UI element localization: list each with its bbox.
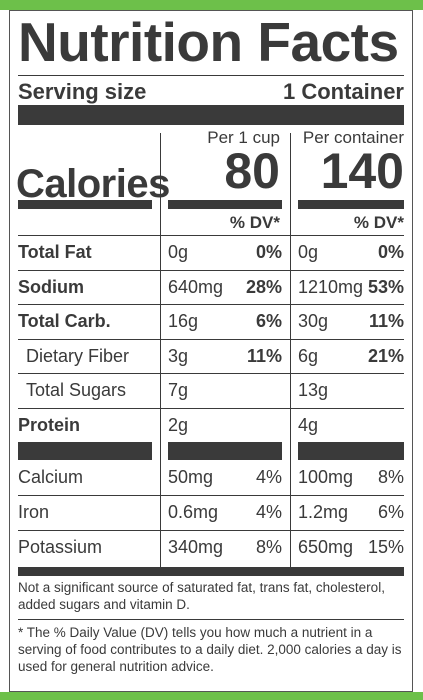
nutrition-facts-panel: Nutrition Facts Serving size 1 Container… xyxy=(9,10,413,692)
dv-per-container: 53% xyxy=(367,276,404,297)
amount-per-container: 30g xyxy=(298,311,329,331)
dv-per-container: 6% xyxy=(377,502,404,522)
panel-title: Nutrition Facts xyxy=(18,11,399,73)
calories-per-cup: 80 xyxy=(224,143,280,199)
calories-rule-mid xyxy=(168,200,282,209)
nutrient-row: Iron 0.6mg 4% 1.2mg 6% xyxy=(10,495,412,529)
amount-per-cup: 7g xyxy=(168,380,189,400)
nutrient-row: Calcium 50mg 4% 100mg 8% xyxy=(10,460,412,494)
dv-per-cup: 0% xyxy=(255,242,282,262)
serving-thick-rule xyxy=(18,105,404,125)
dv-per-cup: 4% xyxy=(255,502,282,522)
nutrient-name: Iron xyxy=(18,502,50,522)
dv-per-container: 21% xyxy=(367,345,404,366)
column-divider-right xyxy=(290,133,291,569)
dv-per-container: 8% xyxy=(377,467,404,487)
row-divider xyxy=(18,495,404,496)
nutrient-name: Total Sugars xyxy=(26,380,127,400)
serving-size-value: 1 Container xyxy=(282,79,404,104)
nutrient-row: Potassium 340mg 8% 650mg 15% xyxy=(10,530,412,564)
amount-per-container: 0g xyxy=(298,242,319,262)
column-divider-left xyxy=(160,133,161,569)
amount-per-cup: 0g xyxy=(168,242,189,262)
amount-per-container: 100mg xyxy=(298,467,354,487)
package-bottom-edge xyxy=(0,692,423,700)
row-divider xyxy=(18,269,404,271)
nutrient-name: Dietary Fiber xyxy=(26,345,130,366)
package-top-edge xyxy=(0,0,423,10)
footnote-daily-value: * The % Daily Value (DV) tells you how m… xyxy=(18,625,402,674)
amount-per-cup: 50mg xyxy=(168,467,214,487)
dv-per-container: 11% xyxy=(368,311,404,331)
nutrient-row: Total Fat 0g 0% 0g 0% xyxy=(10,235,412,269)
nutrient-name: Total Carb. xyxy=(18,311,111,331)
nutrient-name: Total Fat xyxy=(18,242,92,262)
title-rule xyxy=(18,75,404,76)
amount-per-cup: 16g xyxy=(168,311,199,331)
amount-per-cup: 0.6mg xyxy=(168,502,219,522)
serving-size-label: Serving size xyxy=(18,79,147,104)
protein-thick-rule-right xyxy=(298,442,404,460)
nutrient-row: Protein 2g 4g xyxy=(10,408,412,442)
row-divider xyxy=(18,530,404,531)
dv-per-cup: 28% xyxy=(245,276,282,297)
amount-per-container: 1210mg xyxy=(298,276,364,297)
amount-per-container: 13g xyxy=(298,380,329,400)
amount-per-cup: 340mg xyxy=(168,537,224,557)
dv-header-col2: % DV* xyxy=(353,213,404,232)
dv-per-container: 0% xyxy=(377,242,404,262)
nutrient-name: Calcium xyxy=(18,467,84,487)
nutrient-row: Total Carb. 16g 6% 30g 11% xyxy=(10,304,412,338)
nutrient-row: Sodium 640mg 28% 1210mg 53% xyxy=(10,270,412,304)
row-divider xyxy=(18,338,404,340)
calories-label: Calories xyxy=(16,162,170,206)
dv-per-cup: 11% xyxy=(246,345,282,366)
footnote-not-significant: Not a significant source of saturated fa… xyxy=(18,580,385,612)
nutrient-row: Dietary Fiber 3g 11% 6g 21% xyxy=(10,339,412,373)
amount-per-container: 4g xyxy=(298,414,319,435)
calories-rule-left xyxy=(18,200,152,209)
amount-per-cup: 2g xyxy=(168,414,189,435)
dv-per-cup: 6% xyxy=(255,311,282,331)
amount-per-container: 1.2mg xyxy=(298,502,349,522)
amount-per-container: 6g xyxy=(298,345,319,366)
amount-per-cup: 3g xyxy=(168,345,189,366)
nutrient-name: Potassium xyxy=(18,537,103,557)
calories-per-container: 140 xyxy=(320,143,404,199)
col1-header: Per 1 cup xyxy=(207,128,280,147)
dv-header-rule xyxy=(18,235,404,236)
row-divider xyxy=(18,407,404,409)
footer-thick-rule xyxy=(18,567,404,576)
dv-per-cup: 4% xyxy=(255,467,282,487)
protein-thick-rule-left xyxy=(18,442,152,460)
nutrient-name: Protein xyxy=(18,414,81,435)
col2-header: Per container xyxy=(302,128,404,147)
footnote-rule xyxy=(18,619,404,620)
nutrient-row: Total Sugars 7g 13g xyxy=(10,373,412,407)
dv-per-container: 15% xyxy=(367,537,404,557)
amount-per-container: 650mg xyxy=(298,537,354,557)
nutrient-name: Sodium xyxy=(18,276,84,297)
dv-per-cup: 8% xyxy=(255,537,282,557)
dv-header-col1: % DV* xyxy=(229,213,280,232)
protein-thick-rule-mid xyxy=(168,442,282,460)
row-divider xyxy=(18,304,404,305)
row-divider xyxy=(18,373,404,374)
calories-rule-right xyxy=(298,200,404,209)
amount-per-cup: 640mg xyxy=(168,276,224,297)
